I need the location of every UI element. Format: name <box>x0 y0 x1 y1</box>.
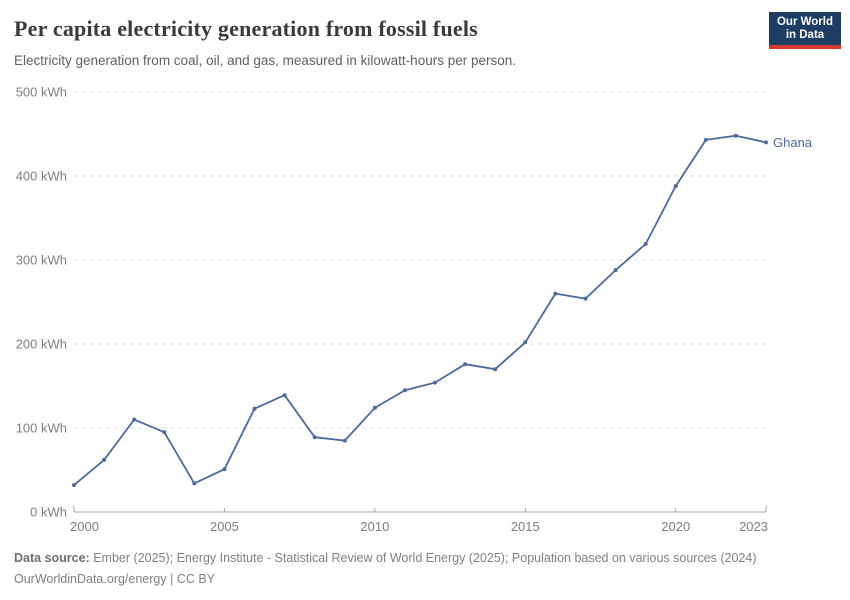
data-source-label: Data source: <box>14 551 90 565</box>
data-point <box>463 362 468 367</box>
owid-logo: Our World in Data <box>769 12 841 49</box>
data-point <box>433 380 437 385</box>
x-axis-label: 2010 <box>360 519 389 534</box>
data-point <box>132 417 137 422</box>
y-axis-label: 100 kWh <box>16 421 67 436</box>
data-point <box>342 438 347 443</box>
data-point <box>733 133 738 138</box>
x-axis-label: 2005 <box>210 519 239 534</box>
data-point <box>72 483 76 488</box>
data-point <box>252 406 257 411</box>
data-point <box>192 481 197 486</box>
data-point <box>222 467 227 472</box>
y-axis-label: 0 kWh <box>30 505 67 520</box>
y-axis-label: 200 kWh <box>16 337 67 352</box>
data-point <box>493 367 498 372</box>
data-point <box>703 137 708 142</box>
y-axis-label: 400 kWh <box>16 169 67 184</box>
data-point <box>523 340 528 345</box>
chart-title: Per capita electricity generation from f… <box>14 16 478 41</box>
owid-logo-stripe <box>769 45 841 49</box>
series-label-ghana: Ghana <box>773 135 813 150</box>
data-point <box>162 430 167 435</box>
chart-footer: Data source: Ember (2025); Energy Instit… <box>14 548 814 590</box>
data-point <box>613 268 618 273</box>
data-point <box>764 140 768 145</box>
data-point <box>643 242 648 246</box>
owid-logo-line2: in Data <box>785 29 825 41</box>
x-axis-label: 2015 <box>511 519 540 534</box>
data-point <box>282 393 287 398</box>
data-point <box>583 296 588 301</box>
y-axis-label: 500 kWh <box>16 85 67 100</box>
line-chart: 0 kWh 100 kWh 200 kWh 300 kWh 400 kWh 500 kWh… <box>16 85 813 535</box>
x-axis-label: 2023 <box>739 519 768 534</box>
chart-subtitle: Electricity generation from coal, oil, a… <box>14 53 516 68</box>
data-point <box>372 405 377 410</box>
x-axis-label: 2020 <box>661 519 690 534</box>
data-point <box>312 435 317 440</box>
owid-logo-box: Our World in Data <box>769 12 841 45</box>
data-point <box>553 291 558 296</box>
y-axis-label: 300 kWh <box>16 253 67 268</box>
data-point <box>102 457 107 462</box>
data-point <box>673 184 678 189</box>
data-source-line: Data source: Ember (2025); Energy Instit… <box>14 548 814 569</box>
series-line-ghana <box>73 134 767 486</box>
data-point <box>403 388 407 393</box>
x-axis-label: 2000 <box>70 519 99 534</box>
license-line: OurWorldinData.org/energy | CC BY <box>14 572 216 586</box>
owid-logo-line1: Our World <box>776 16 833 28</box>
data-source-text: Ember (2025); Energy Institute - Statist… <box>89 551 757 565</box>
